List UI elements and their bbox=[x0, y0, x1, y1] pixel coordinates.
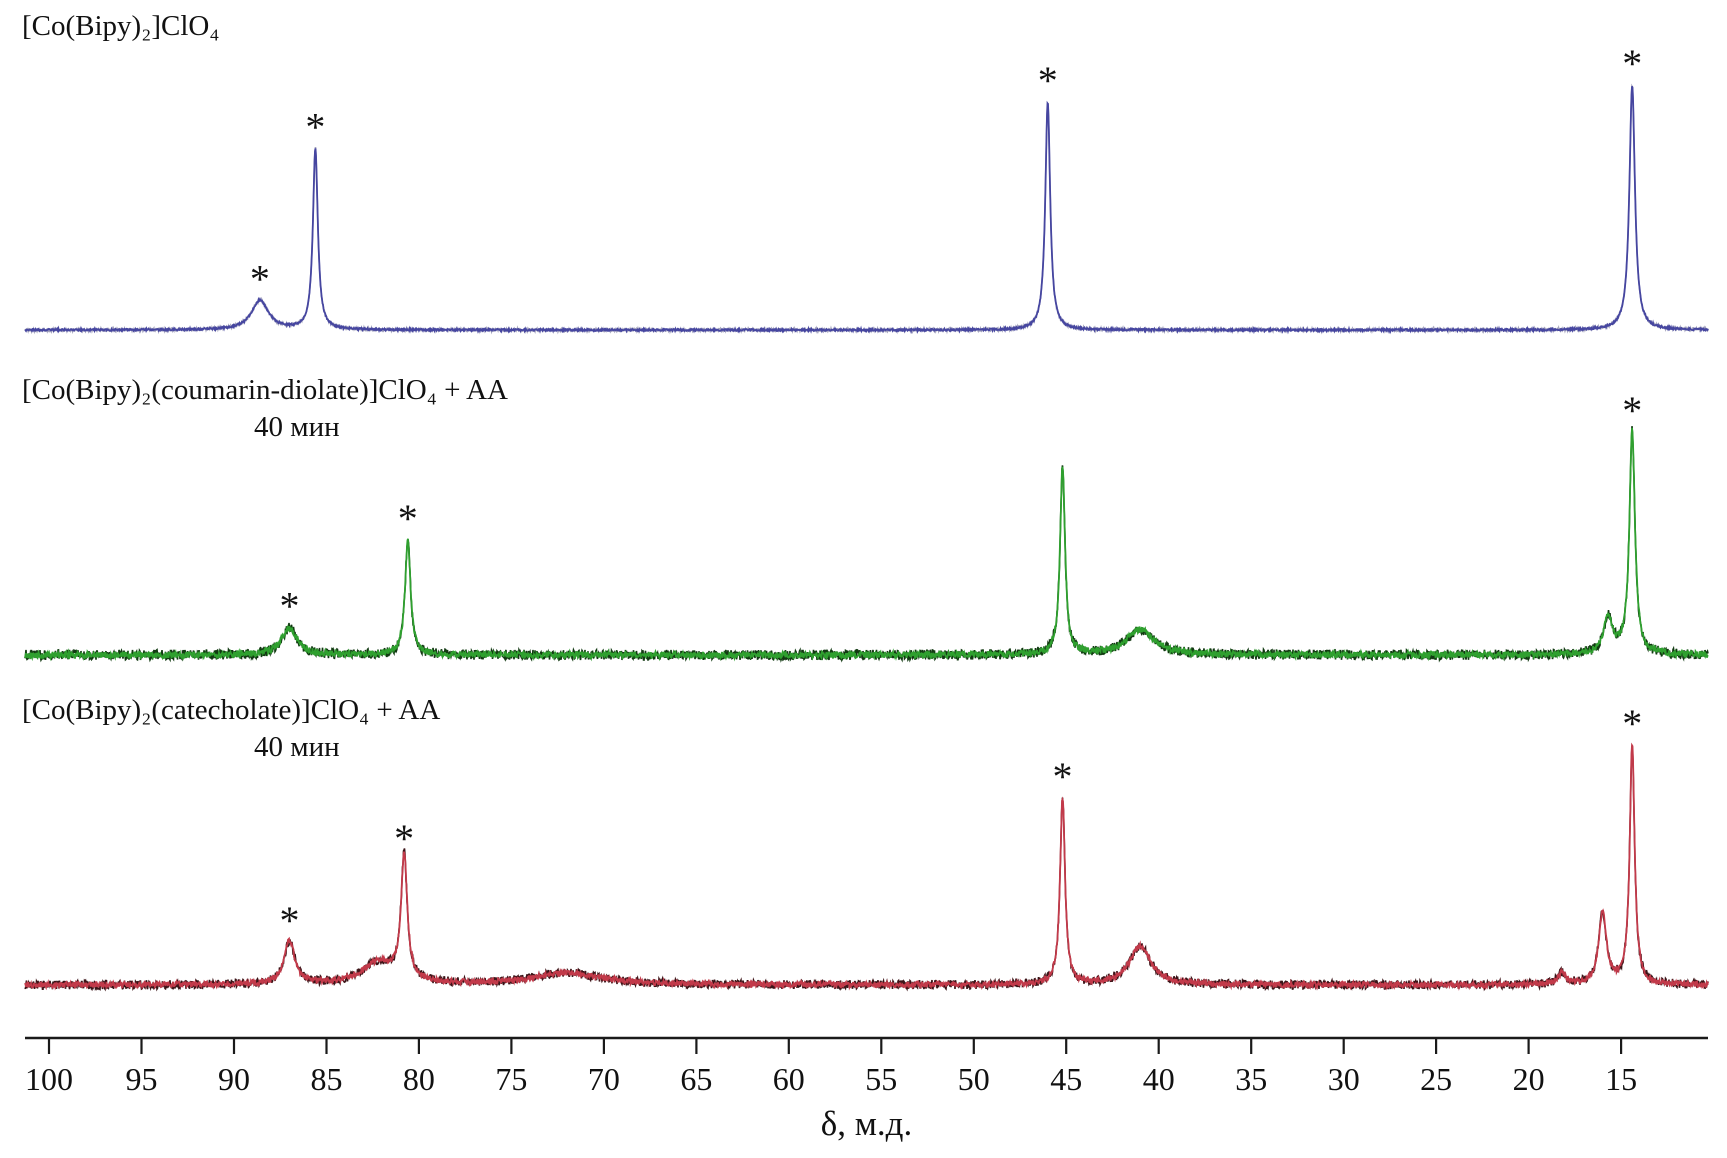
peak-marker: * bbox=[398, 496, 418, 541]
peak-marker: * bbox=[250, 257, 270, 302]
x-tick-label: 75 bbox=[495, 1061, 527, 1097]
peak-marker: * bbox=[1622, 41, 1642, 86]
spectrum-2-time: 40 мин bbox=[254, 411, 340, 443]
x-tick-label: 90 bbox=[218, 1061, 250, 1097]
spectrum-1-trace bbox=[24, 85, 1709, 335]
spectrum-3-title: [Co(Bipy)₂(catecholate)]ClO₄ + AA bbox=[22, 694, 441, 726]
x-tick-label: 85 bbox=[311, 1061, 343, 1097]
spectrum-2-title: [Co(Bipy)₂(coumarin-diolate)]ClO₄ + AA bbox=[22, 374, 508, 406]
spectrum-3-trace bbox=[24, 742, 1709, 991]
x-tick-label: 50 bbox=[958, 1061, 990, 1097]
peak-marker: * bbox=[280, 898, 300, 943]
spectrum-1-trace-shadow bbox=[24, 83, 1709, 335]
spectrum-3-trace-shadow bbox=[24, 745, 1709, 992]
x-axis-title: δ, м.д. bbox=[821, 1104, 912, 1143]
x-tick-label: 30 bbox=[1328, 1061, 1360, 1097]
x-tick-label: 45 bbox=[1050, 1061, 1082, 1097]
x-tick-label: 80 bbox=[403, 1061, 435, 1097]
spectrum-2-trace bbox=[24, 428, 1709, 662]
spectrum-label-3: [Co(Bipy)₂(catecholate)]ClO₄ + AA 40 мин bbox=[22, 692, 440, 766]
spectrum-label-2: [Co(Bipy)₂(coumarin-diolate)]ClO₄ + AA 4… bbox=[22, 372, 508, 446]
peak-marker: * bbox=[1053, 754, 1073, 799]
x-tick-label: 95 bbox=[126, 1061, 158, 1097]
x-tick-label: 100 bbox=[25, 1061, 73, 1097]
x-tick-label: 40 bbox=[1143, 1061, 1175, 1097]
peak-marker: * bbox=[280, 583, 300, 628]
x-tick-label: 15 bbox=[1605, 1061, 1637, 1097]
x-tick-label: 65 bbox=[680, 1061, 712, 1097]
spectrum-2-trace-shadow bbox=[24, 426, 1709, 663]
spectrum-label-1: [Co(Bipy)₂]ClO₄ bbox=[22, 8, 219, 45]
x-tick-label: 35 bbox=[1235, 1061, 1267, 1097]
x-tick-label: 55 bbox=[865, 1061, 897, 1097]
x-tick-label: 20 bbox=[1513, 1061, 1545, 1097]
peak-marker: * bbox=[1622, 701, 1642, 746]
x-tick-label: 25 bbox=[1420, 1061, 1452, 1097]
peak-marker: * bbox=[1038, 58, 1058, 103]
peak-marker: * bbox=[394, 816, 414, 861]
x-tick-label: 60 bbox=[773, 1061, 805, 1097]
x-tick-label: 70 bbox=[588, 1061, 620, 1097]
peak-marker: * bbox=[305, 105, 325, 150]
spectrum-1-title: [Co(Bipy)₂]ClO₄ bbox=[22, 10, 220, 42]
spectrum-3-time: 40 мин bbox=[254, 731, 340, 763]
peak-marker: * bbox=[1622, 388, 1642, 433]
